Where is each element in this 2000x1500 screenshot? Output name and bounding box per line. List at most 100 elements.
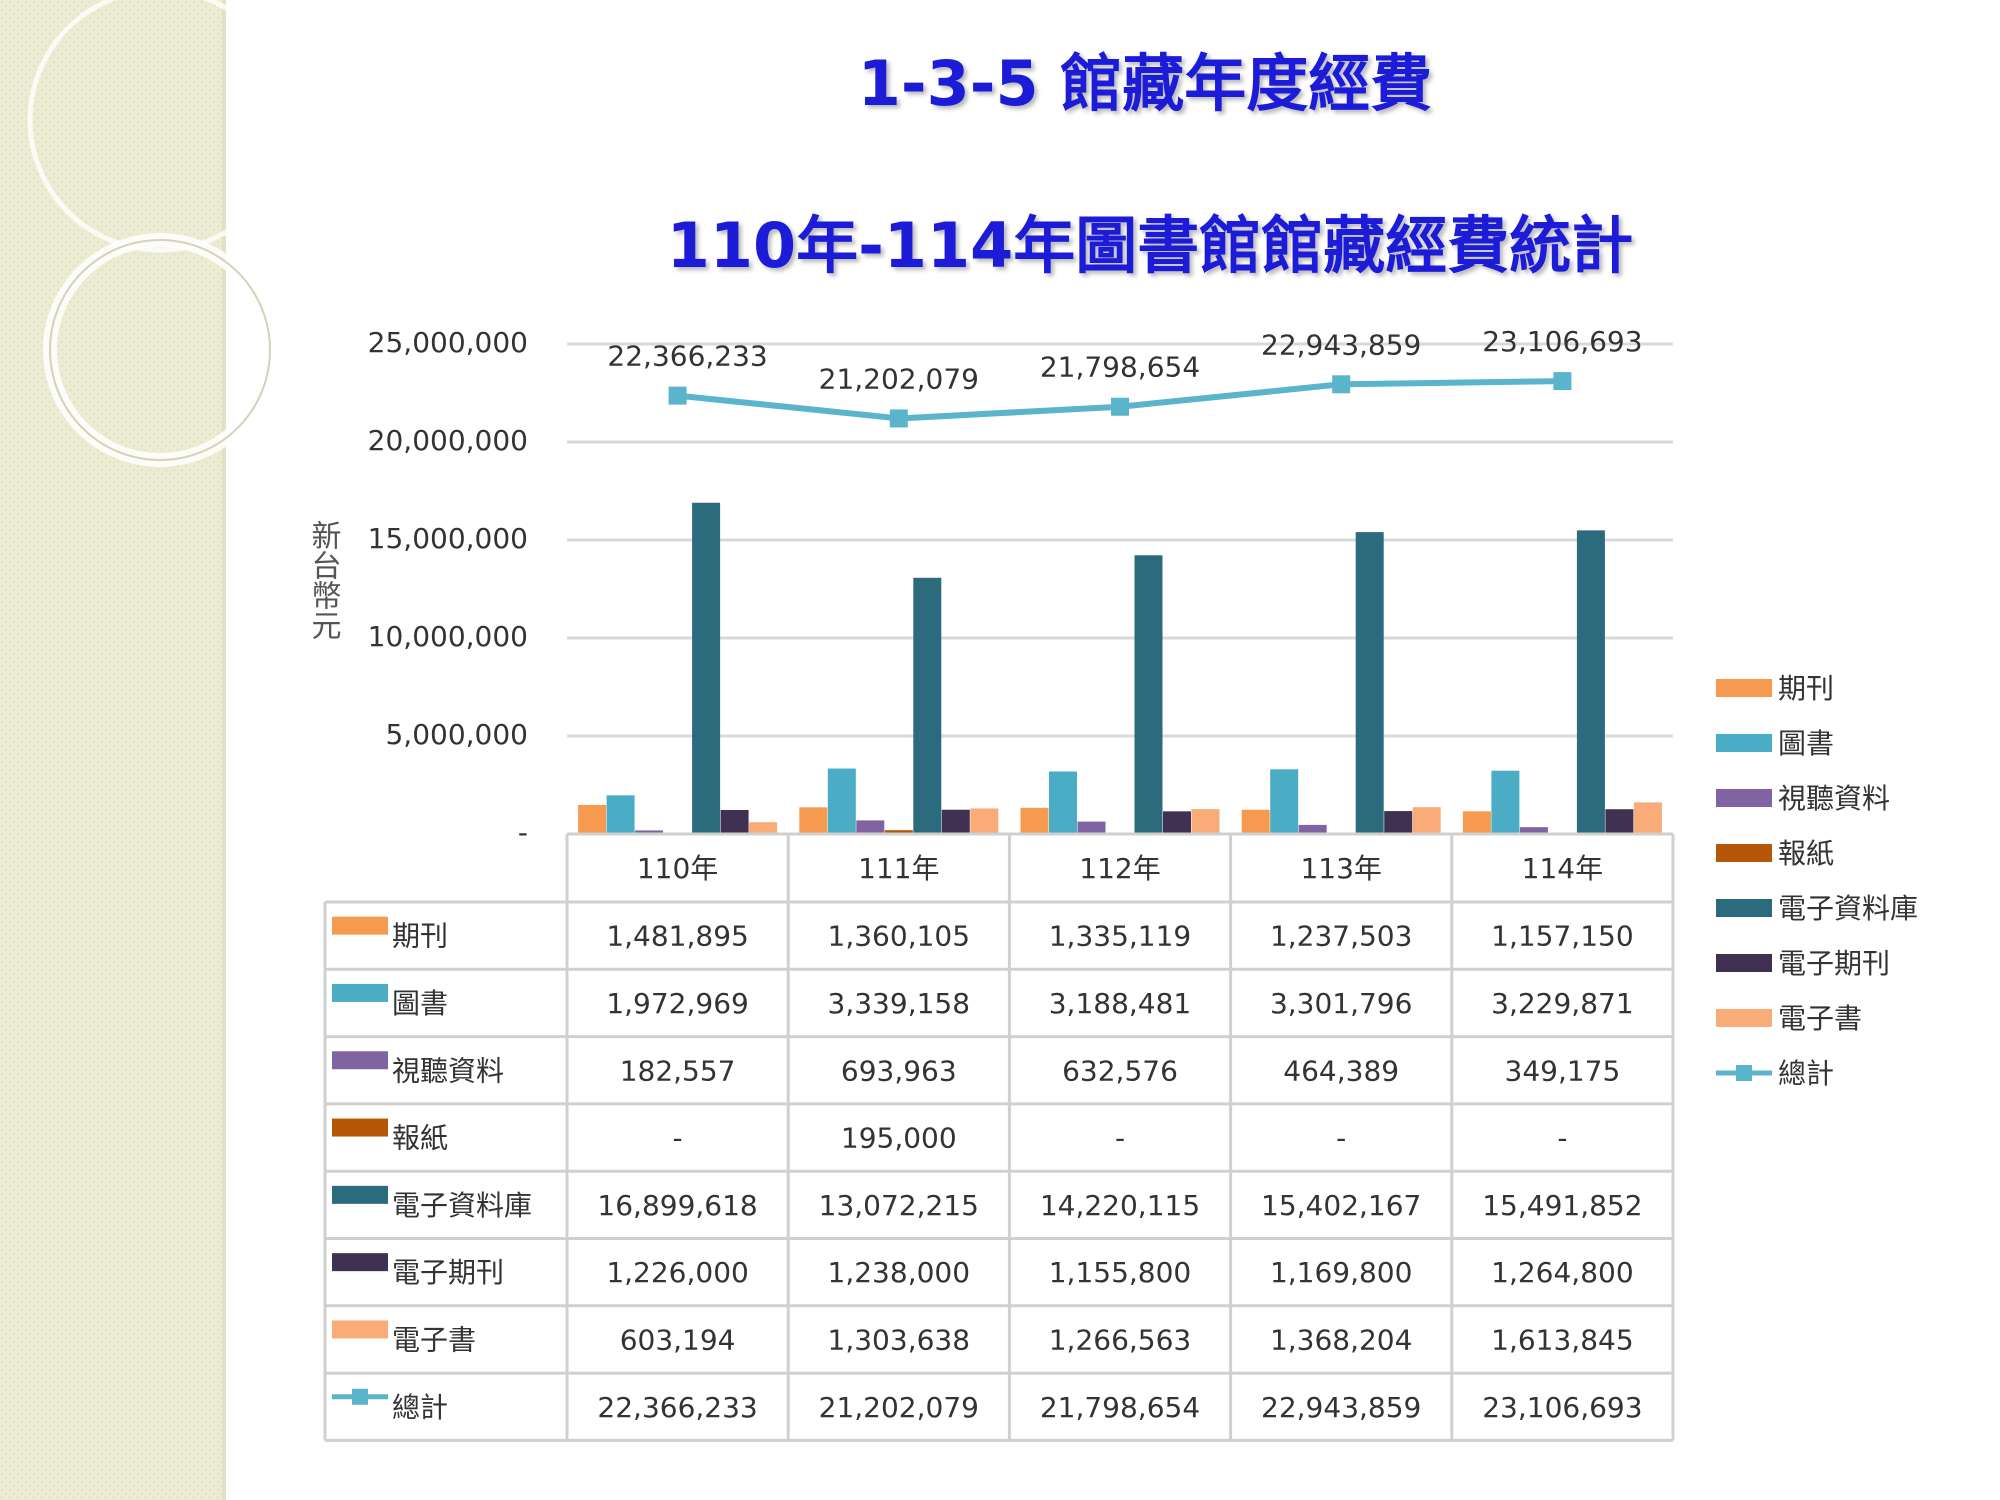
legend-swatch <box>1716 789 1772 807</box>
legend-label: 視聽資料 <box>1778 782 1890 815</box>
table-swatch <box>332 1320 388 1339</box>
table-cell: 349,175 <box>1505 1054 1621 1087</box>
legend-label: 報紙 <box>1778 837 1834 870</box>
table-cell: 693,963 <box>841 1054 957 1087</box>
table-cell: 23,106,693 <box>1482 1391 1642 1424</box>
bar <box>799 807 828 834</box>
legend-label: 期刊 <box>1778 672 1834 705</box>
table-cell: 3,229,871 <box>1491 987 1634 1020</box>
bar <box>1270 769 1299 834</box>
bar <box>1020 807 1049 834</box>
side-pattern <box>0 0 222 1500</box>
legend-label: 電子書 <box>1778 1002 1862 1035</box>
table-cell: 16,899,618 <box>597 1189 757 1222</box>
table-cell: 3,188,481 <box>1049 987 1192 1020</box>
table-cell: 1,264,800 <box>1491 1256 1634 1289</box>
table-cell: 195,000 <box>841 1122 957 1155</box>
bar <box>1298 824 1327 834</box>
table-cell: 21,798,654 <box>1040 1391 1200 1424</box>
legend-label: 圖書 <box>1778 727 1834 760</box>
bar <box>1633 802 1662 834</box>
table-cell: 603,194 <box>620 1323 736 1356</box>
table-swatch <box>332 1051 388 1070</box>
bar <box>1355 532 1384 834</box>
data-label: 22,366,233 <box>607 340 767 373</box>
table-cell: 21,202,079 <box>819 1391 979 1424</box>
data-label: 21,202,079 <box>819 362 979 395</box>
table-cell: 1,481,895 <box>606 920 749 953</box>
line-marker <box>1332 375 1351 394</box>
bar <box>1605 809 1634 834</box>
bar <box>720 809 749 834</box>
line-marker <box>1111 397 1129 416</box>
row-label: 視聽資料 <box>392 1054 504 1087</box>
x-tick-label: 110年 <box>637 852 718 885</box>
bar <box>856 820 885 834</box>
slide-title: 1-3-5 館藏年度經費 <box>858 47 1432 120</box>
table-cell: - <box>1115 1122 1125 1155</box>
line-marker <box>1553 372 1572 391</box>
table-swatch <box>332 1185 388 1204</box>
bar <box>1077 821 1106 834</box>
legend-swatch <box>1716 679 1772 697</box>
bar <box>1191 809 1220 834</box>
table-cell: 1,226,000 <box>606 1256 749 1289</box>
table-swatch <box>352 1388 368 1405</box>
bar <box>1576 530 1605 834</box>
bar <box>749 822 778 834</box>
chart-title: 110年-114年圖書館館藏經費統計 <box>667 209 1634 282</box>
table-swatch <box>332 916 388 935</box>
table-cell: 1,238,000 <box>828 1256 971 1289</box>
data-label: 22,943,859 <box>1261 328 1421 361</box>
table-cell: 1,266,563 <box>1049 1323 1192 1356</box>
table-cell: 182,557 <box>620 1054 736 1087</box>
line-marker <box>889 409 908 428</box>
table-cell: 13,072,215 <box>819 1189 979 1222</box>
table-swatch <box>332 983 388 1002</box>
row-label: 電子期刊 <box>392 1256 504 1289</box>
legend-swatch <box>1716 954 1772 972</box>
x-tick-label: 111年 <box>858 852 939 885</box>
legend-label: 電子資料庫 <box>1778 892 1918 925</box>
row-label: 報紙 <box>392 1122 448 1155</box>
y-tick-label: - <box>518 816 528 849</box>
table-cell: 1,972,969 <box>606 987 749 1020</box>
table-cell: 1,303,638 <box>828 1323 971 1356</box>
table-cell: 1,169,800 <box>1270 1256 1413 1289</box>
table-cell: - <box>1336 1122 1346 1155</box>
x-tick-label: 113年 <box>1300 852 1381 885</box>
bar <box>1412 807 1441 834</box>
row-label: 圖書 <box>392 987 448 1020</box>
table-cell: 22,943,859 <box>1261 1391 1421 1424</box>
legend-swatch <box>1716 734 1772 752</box>
bar <box>1163 811 1191 834</box>
bar <box>1049 771 1077 834</box>
bar <box>635 830 664 834</box>
bar <box>1241 809 1270 834</box>
line-marker <box>668 386 687 405</box>
row-label: 電子書 <box>392 1323 476 1356</box>
table-cell: 464,389 <box>1283 1054 1399 1087</box>
row-label: 總計 <box>392 1391 448 1424</box>
table-cell: 15,491,852 <box>1482 1189 1642 1222</box>
bar <box>1519 827 1548 834</box>
bar <box>606 795 635 834</box>
table-cell: 22,366,233 <box>597 1391 757 1424</box>
y-tick-label: 5,000,000 <box>385 718 528 751</box>
x-tick-label: 114年 <box>1522 852 1603 885</box>
table-cell: 1,157,150 <box>1491 920 1634 953</box>
bar <box>1462 811 1491 834</box>
legend-swatch <box>1716 844 1772 862</box>
legend-label: 電子期刊 <box>1778 947 1890 980</box>
row-label: 期刊 <box>392 920 448 953</box>
table-cell: 1,613,845 <box>1491 1323 1634 1356</box>
table-cell: 15,402,167 <box>1261 1189 1421 1222</box>
table-cell: - <box>673 1122 683 1155</box>
data-label: 23,106,693 <box>1482 325 1642 358</box>
y-tick-label: 25,000,000 <box>368 326 528 359</box>
table-cell: 14,220,115 <box>1040 1189 1200 1222</box>
row-label: 電子資料庫 <box>392 1189 532 1222</box>
decor-ring <box>49 239 271 461</box>
bar <box>578 804 607 834</box>
